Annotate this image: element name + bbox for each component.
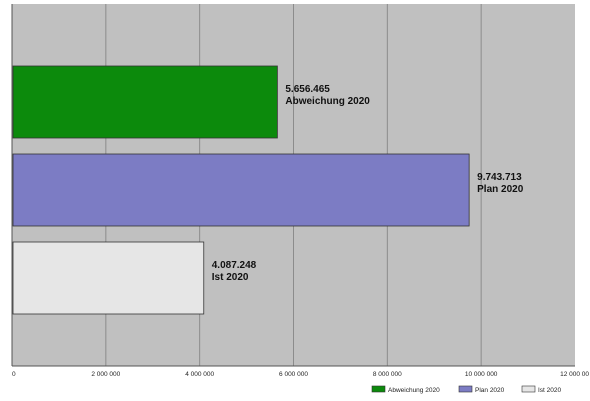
bar-value-label: 4.087.248 <box>212 260 257 271</box>
x-tick-label: 10 000 000 <box>465 371 498 378</box>
bar-1 <box>12 153 470 227</box>
x-tick-label: 0 <box>12 371 16 378</box>
legend-label: Ist 2020 <box>538 387 562 394</box>
bar-series-label: Abweichung 2020 <box>285 96 370 107</box>
bar-2 <box>12 241 205 315</box>
bar-0 <box>12 65 278 139</box>
x-tick-label: 6 000 000 <box>279 371 308 378</box>
bar-series-label: Plan 2020 <box>477 184 524 195</box>
bar-value-label: 9.743.713 <box>477 172 522 183</box>
bar-value-label: 5.656.465 <box>285 84 330 95</box>
x-tick-label: 4 000 000 <box>185 371 214 378</box>
x-tick-label: 2 000 000 <box>91 371 120 378</box>
bar-series-label: Ist 2020 <box>212 272 249 283</box>
legend-label: Abweichung 2020 <box>388 387 440 394</box>
legend-label: Plan 2020 <box>475 387 505 394</box>
x-tick-label: 8 000 000 <box>373 371 402 378</box>
legend-swatch <box>371 385 386 393</box>
legend-swatch <box>458 385 473 393</box>
legend-swatch <box>521 385 536 393</box>
x-tick-label: 12 000 00 <box>560 371 589 378</box>
